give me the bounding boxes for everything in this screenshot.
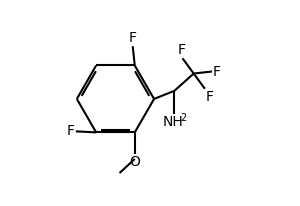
Text: F: F — [206, 90, 214, 104]
Text: O: O — [129, 154, 140, 169]
Text: F: F — [67, 124, 75, 138]
Text: F: F — [129, 31, 137, 45]
Text: F: F — [213, 64, 221, 78]
Text: F: F — [178, 43, 185, 57]
Text: NH: NH — [163, 115, 184, 129]
Text: 2: 2 — [181, 113, 187, 123]
